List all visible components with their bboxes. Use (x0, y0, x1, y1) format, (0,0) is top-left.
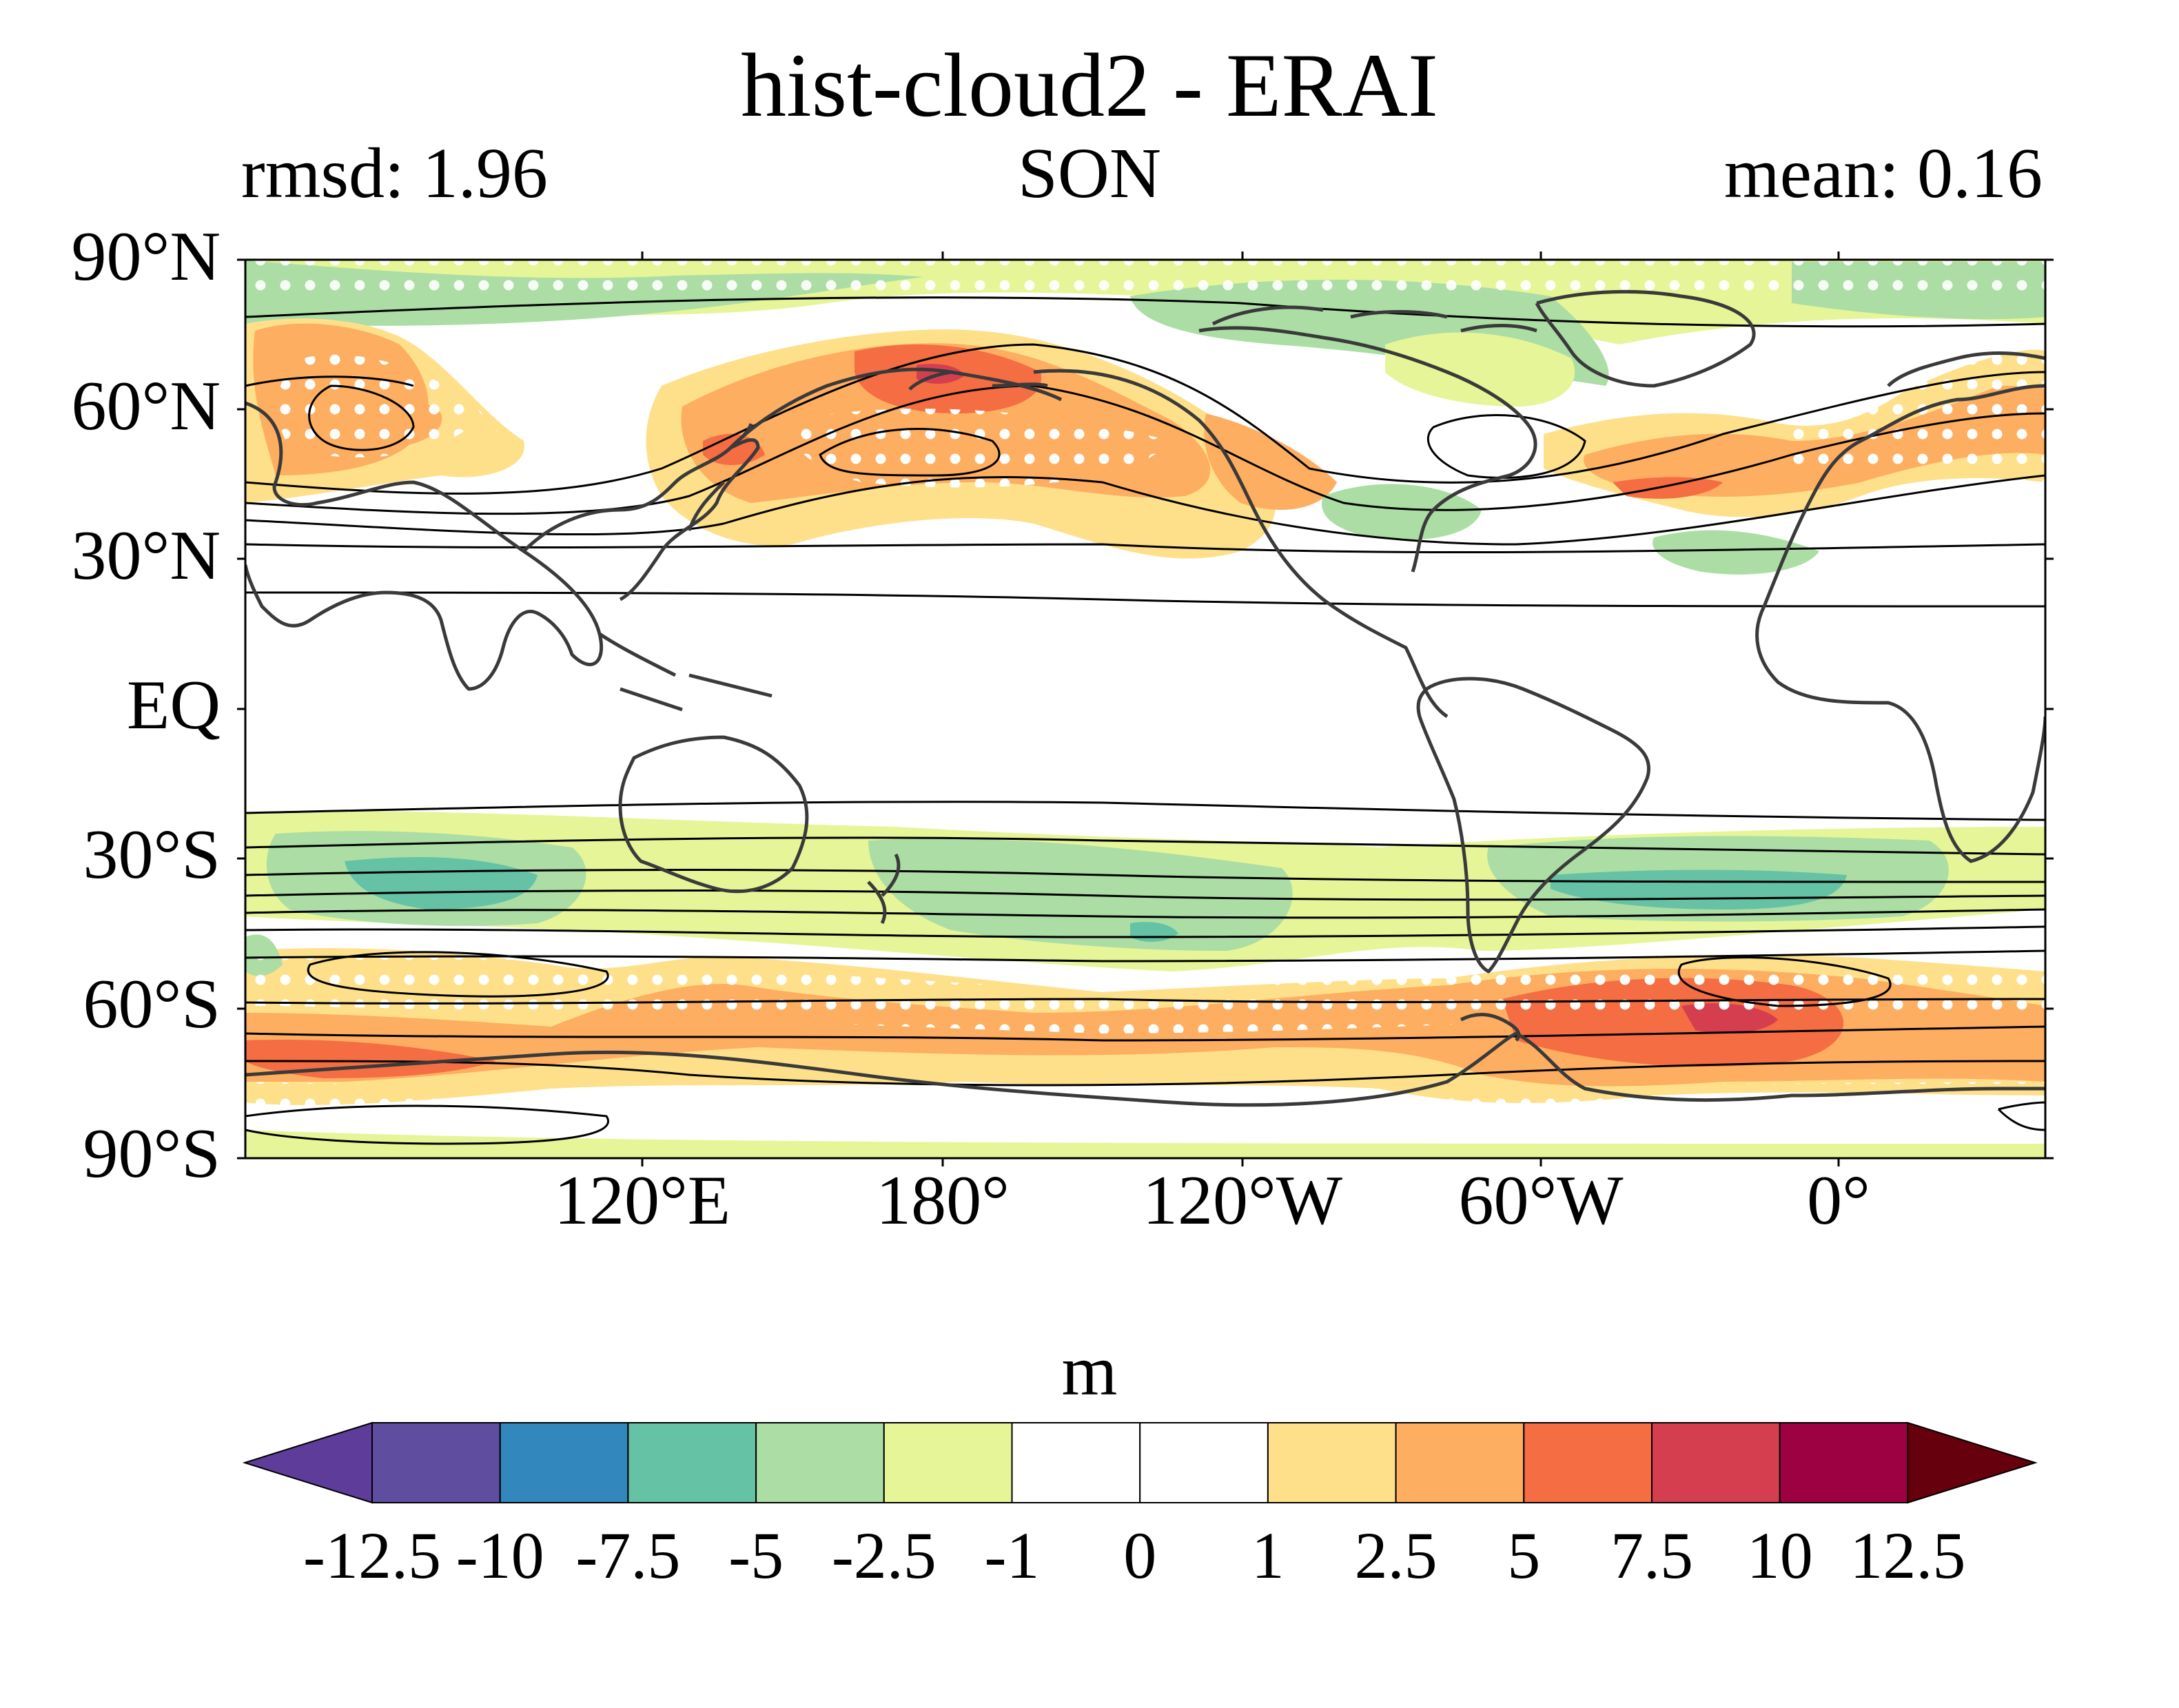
colorbar-unit-label: m (1061, 1331, 1118, 1410)
lon-label-120w: 120°W (1142, 1162, 1343, 1239)
colorbar-tick-label: 7.5 (1610, 1519, 1693, 1592)
coastlines (245, 289, 2045, 1107)
lat-label-30s: 30°S (83, 816, 221, 894)
colorbar-segment (1779, 1422, 1909, 1503)
season-label: SON (1017, 134, 1162, 213)
north-america-coastline (1033, 369, 1449, 719)
map-title: hist-cloud2 - ERAI (741, 34, 1438, 136)
colorbar-segment (1011, 1422, 1141, 1503)
colorbar-tick-label: 5 (1507, 1519, 1541, 1592)
colorbar-extend-max (1907, 1421, 2038, 1504)
asia-coastline (245, 401, 604, 691)
map-frame (237, 251, 2054, 1166)
australia-coastline (618, 735, 809, 894)
lon-label-180: 180° (876, 1162, 1010, 1239)
colorbar-segment (499, 1422, 629, 1503)
colorbar-segment (371, 1422, 501, 1503)
colorbar-tick-label: -12.5 (303, 1519, 441, 1592)
colorbar-tick-label: -5 (728, 1519, 784, 1592)
colorbar-tick-label: -1 (984, 1519, 1040, 1592)
colorbar-segment (1651, 1422, 1781, 1503)
colorbar-segment (755, 1422, 885, 1503)
colorbar-segment (883, 1422, 1013, 1503)
maritime-continent-coastline (598, 632, 773, 712)
colorbar-tick-label: 0 (1123, 1519, 1157, 1592)
lat-label-90n: 90°N (71, 218, 221, 296)
lat-label-60n: 60°N (71, 367, 221, 445)
new-zealand-coastline (867, 853, 901, 925)
lon-label-120e: 120°E (553, 1162, 731, 1239)
colorbar-tick-label: 1 (1251, 1519, 1285, 1592)
lon-label-60w: 60°W (1458, 1162, 1624, 1239)
colorbar-extend-min (242, 1421, 373, 1504)
colorbar-tick-label: 10 (1746, 1519, 1813, 1592)
colorbar-tick-label: -2.5 (831, 1519, 937, 1592)
lat-label-90s: 90°S (83, 1115, 221, 1193)
colorbar-segment (1395, 1422, 1525, 1503)
antarctic-peninsula-coastline (1460, 1013, 1521, 1042)
colorbar-tick-label: 12.5 (1850, 1519, 1966, 1592)
colorbar-tick-label: -10 (456, 1519, 544, 1592)
lat-label-eq: EQ (127, 666, 221, 744)
mean-label: mean: 0.16 (1723, 134, 2043, 213)
lat-label-30n: 30°N (71, 517, 221, 595)
colorbar-tick-label: -7.5 (575, 1519, 681, 1592)
east-asia-coastline (522, 438, 760, 601)
south-america-coastline (1416, 677, 1651, 974)
colorbar (242, 1421, 2038, 1504)
canada-coastline (1198, 326, 1537, 573)
greenland-coastline (1535, 289, 1756, 388)
europe-africa-coastline (1755, 384, 2045, 863)
alaska-coastline (908, 370, 1048, 391)
colorbar-tick-label: 2.5 (1354, 1519, 1438, 1592)
colorbar-segment (1523, 1422, 1653, 1503)
antarctica-coastline (245, 1031, 2045, 1107)
lat-label-60s: 60°S (83, 965, 221, 1043)
map-panel (245, 260, 2045, 1158)
scandinavia-coastline (1887, 351, 2045, 387)
rmsd-label: rmsd: 1.96 (241, 134, 548, 213)
colorbar-segment (1139, 1422, 1269, 1503)
arctic-islands-coastline (1211, 305, 1537, 333)
lon-label-0: 0° (1807, 1162, 1870, 1239)
colorbar-segment (1267, 1422, 1397, 1503)
japan-coastline (687, 423, 753, 531)
colorbar-segment (627, 1422, 757, 1503)
kamchatka-coastline (729, 367, 1063, 449)
